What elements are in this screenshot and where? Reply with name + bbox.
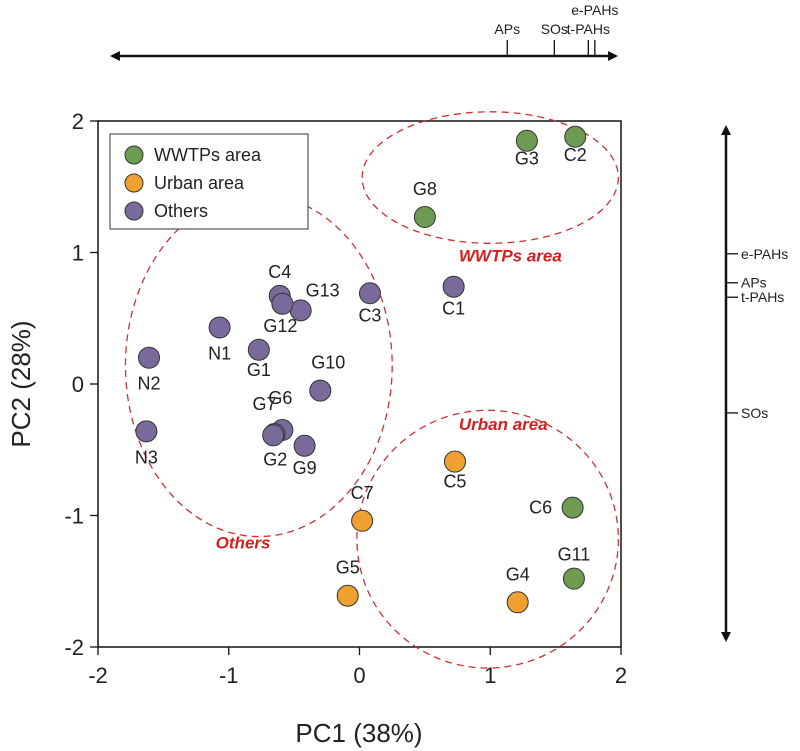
top-var-label-aps: APs <box>494 21 520 37</box>
point-label-g3: G3 <box>515 149 539 169</box>
point-label-g11: G11 <box>558 545 591 565</box>
region-label-others: Others <box>216 533 271 552</box>
y-tick-label: -1 <box>64 504 84 529</box>
point-label-g6: G6 <box>268 388 292 408</box>
region-label-wwtps-area: WWTPs area <box>459 247 562 266</box>
point-label-g2: G2 <box>263 449 287 469</box>
point-g3 <box>515 129 538 152</box>
point-label-c5: C5 <box>443 472 466 492</box>
point-label-c4: C4 <box>268 262 291 282</box>
point-g5 <box>336 584 359 607</box>
point-label-g5: G5 <box>336 558 360 578</box>
point-label-n3: N3 <box>135 447 158 467</box>
point-n1 <box>208 316 231 339</box>
point-c7 <box>351 509 374 532</box>
point-label-c7: C7 <box>351 483 374 503</box>
legend: WWTPs area Urban area Others <box>109 133 309 230</box>
right-var-label-aps: APs <box>741 275 767 291</box>
region-ellipse-others <box>124 193 393 538</box>
legend-label-other: Others <box>154 201 208 221</box>
right-var-label-sos: SOs <box>741 405 768 421</box>
legend-label-wwtp: WWTPs area <box>154 145 262 165</box>
top-var-label-e-pahs: e-PAHs <box>571 2 618 18</box>
point-label-c1: C1 <box>442 299 465 319</box>
point-g12 <box>271 292 294 315</box>
point-g10 <box>309 379 332 402</box>
region-ellipses: WWTPs area Urban area Others <box>124 111 620 669</box>
top-var-label-sos: SOs <box>541 21 568 37</box>
point-label-g4: G4 <box>506 564 530 584</box>
score-points: G3 C2 G8 C6 G11 C5 C7 G5 G4 C4 G13 G12 C3 C1 N1 G1 N2 G10… <box>135 125 591 614</box>
x-tick-label: 1 <box>484 663 496 688</box>
y-tick-label: 1 <box>72 241 84 266</box>
point-label-g12: G12 <box>263 316 297 336</box>
point-label-n2: N2 <box>137 374 160 394</box>
y-tick-label: 2 <box>72 109 84 134</box>
point-label-g8: G8 <box>413 179 437 199</box>
y-axis-ticks: -2 -1 0 1 2 <box>64 109 98 660</box>
region-label-urban-area: Urban area <box>459 415 548 434</box>
point-label-g13: G13 <box>306 280 340 300</box>
legend-marker-urban <box>124 173 144 193</box>
point-g2 <box>262 424 285 447</box>
point-label-g10: G10 <box>311 353 345 373</box>
point-label-g7: G7 <box>253 394 277 414</box>
legend-marker-wwtp <box>124 145 144 165</box>
y-tick-label: 0 <box>72 372 84 397</box>
point-g8 <box>413 205 436 228</box>
point-g4 <box>506 591 529 614</box>
region-ellipse-wwtps-area <box>361 111 620 244</box>
top-var-label-t-pahs: t-PAHs <box>567 21 610 37</box>
point-label-c6: C6 <box>529 498 552 518</box>
y-axis-title: PC2 (28%) <box>6 320 36 447</box>
x-tick-label: -2 <box>88 663 108 688</box>
x-tick-label: 0 <box>353 663 365 688</box>
point-g1 <box>247 338 270 361</box>
point-c3 <box>358 282 381 305</box>
right-var-label-t-pahs: t-PAHs <box>741 289 784 305</box>
x-axis-title: PC1 (38%) <box>295 718 422 748</box>
point-label-n1: N1 <box>208 343 231 363</box>
point-g11 <box>562 567 585 590</box>
x-axis-ticks: -2 -1 0 1 2 <box>88 647 627 688</box>
point-label-c3: C3 <box>358 305 381 325</box>
point-c2 <box>564 125 587 148</box>
point-label-c2: C2 <box>564 145 587 165</box>
x-tick-label: -1 <box>219 663 239 688</box>
point-label-g9: G9 <box>293 458 317 478</box>
point-c1 <box>442 275 465 298</box>
point-n3 <box>135 420 158 443</box>
point-n2 <box>137 346 160 369</box>
point-label-g1: G1 <box>247 360 271 380</box>
point-g9 <box>293 434 316 457</box>
legend-label-urban: Urban area <box>154 173 245 193</box>
region-ellipse-urban-area <box>356 409 620 669</box>
point-c6 <box>561 496 584 519</box>
y-tick-label: -2 <box>64 635 84 660</box>
legend-marker-other <box>124 201 144 221</box>
x-tick-label: 2 <box>615 663 627 688</box>
right-var-label-e-pahs: e-PAHs <box>741 246 788 262</box>
point-c5 <box>443 450 466 473</box>
